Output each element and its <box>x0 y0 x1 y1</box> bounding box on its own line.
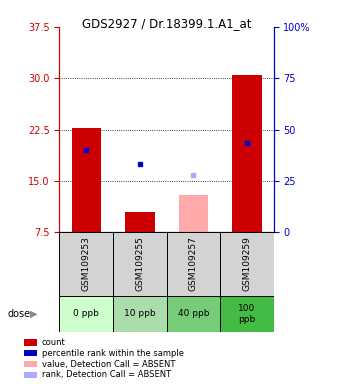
Bar <box>167 296 220 332</box>
Bar <box>125 212 155 232</box>
Text: GSM109255: GSM109255 <box>135 237 144 291</box>
Text: 10 ppb: 10 ppb <box>124 310 156 318</box>
Bar <box>232 75 262 232</box>
Text: value, Detection Call = ABSENT: value, Detection Call = ABSENT <box>42 359 175 369</box>
Text: dose: dose <box>7 309 31 319</box>
Text: GSM109259: GSM109259 <box>242 237 251 291</box>
Text: count: count <box>42 338 66 347</box>
Bar <box>220 232 274 296</box>
Text: 100
ppb: 100 ppb <box>238 304 256 324</box>
Text: GSM109253: GSM109253 <box>82 237 91 291</box>
Bar <box>59 232 113 296</box>
Text: rank, Detection Call = ABSENT: rank, Detection Call = ABSENT <box>42 370 171 379</box>
Text: 40 ppb: 40 ppb <box>177 310 209 318</box>
Text: 0 ppb: 0 ppb <box>73 310 99 318</box>
Bar <box>71 128 101 232</box>
Bar <box>178 195 208 232</box>
Text: ▶: ▶ <box>30 309 37 319</box>
Bar <box>113 232 167 296</box>
Text: GSM109257: GSM109257 <box>189 237 198 291</box>
Text: GDS2927 / Dr.18399.1.A1_at: GDS2927 / Dr.18399.1.A1_at <box>82 17 251 30</box>
Bar <box>113 296 167 332</box>
Bar <box>59 296 113 332</box>
Bar <box>167 232 220 296</box>
Text: percentile rank within the sample: percentile rank within the sample <box>42 349 184 358</box>
Bar <box>220 296 274 332</box>
